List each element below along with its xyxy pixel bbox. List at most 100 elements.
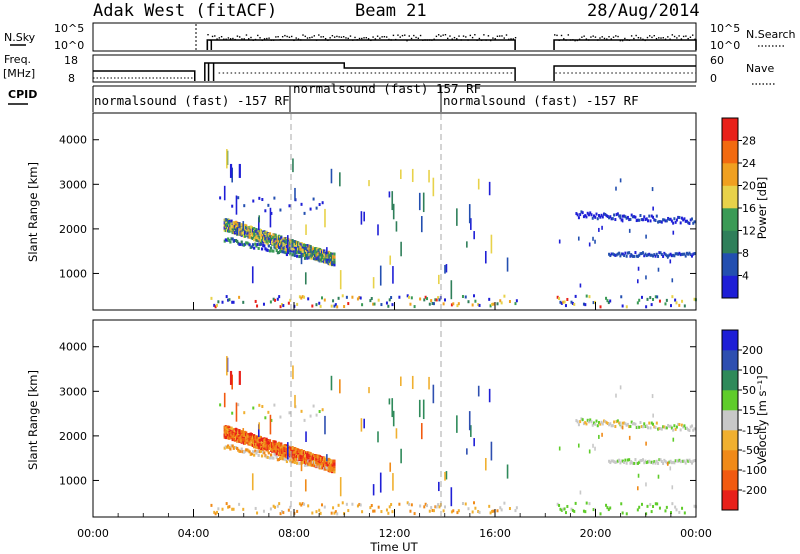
power-cell	[227, 225, 230, 229]
nsearch-point	[480, 39, 483, 41]
velocity-cell	[438, 481, 440, 492]
velocity-cell	[620, 425, 623, 429]
power-cell	[413, 305, 416, 309]
power-cell	[237, 196, 240, 200]
velocity-cell	[431, 508, 434, 512]
power-cell	[303, 243, 307, 247]
velocity-cell	[314, 464, 317, 468]
power-cell	[322, 250, 325, 254]
power-cell	[276, 297, 279, 301]
velocity-cell	[492, 509, 495, 513]
power-cell	[645, 305, 648, 309]
power-cell	[496, 302, 499, 306]
velocity-cell	[408, 502, 411, 506]
nsearch-point	[440, 35, 442, 37]
velocity-cell	[273, 449, 276, 453]
power-cell	[297, 247, 300, 251]
nsearch-point	[286, 35, 288, 38]
power-cell	[420, 216, 423, 233]
power-cell	[288, 247, 291, 251]
velocity-cell	[294, 456, 298, 460]
velocity-cell	[615, 393, 617, 398]
nsky-label: N.Sky	[4, 31, 36, 44]
nsearch-point	[505, 34, 508, 36]
velocity-cell	[305, 454, 308, 458]
power-cell	[411, 168, 414, 183]
power-cell	[247, 231, 250, 235]
velocity-cell	[225, 445, 229, 449]
power-cell	[264, 237, 267, 241]
velocity-cell	[305, 460, 308, 464]
nsearch-point	[428, 39, 431, 41]
velocity-cell	[256, 443, 259, 447]
power-cell	[284, 238, 287, 242]
power-cell	[584, 303, 587, 307]
power-cell	[263, 233, 266, 237]
velocity-cell	[244, 449, 247, 453]
power-cell	[609, 299, 612, 303]
nsearch-point	[259, 37, 261, 39]
velocity-cell	[649, 426, 652, 430]
power-cell	[227, 298, 230, 302]
nsearch-point	[248, 38, 250, 40]
power-cell	[227, 221, 230, 225]
velocity-cell	[641, 458, 644, 462]
velocity-cell	[644, 459, 647, 463]
power-cell	[227, 218, 230, 222]
velocity-cell	[250, 443, 253, 447]
velocity-cell	[263, 437, 266, 441]
velocity-cell	[298, 450, 301, 454]
velocity-cell	[658, 458, 661, 462]
power-cell	[668, 217, 671, 221]
velocity-cell	[284, 452, 287, 456]
power-cell	[279, 249, 282, 253]
power-cell	[257, 233, 260, 237]
nsearch-point	[653, 34, 655, 37]
velocity-cell	[630, 460, 632, 465]
velocity-cell	[267, 440, 270, 444]
velocity-cell	[331, 468, 334, 472]
power-cell	[641, 218, 644, 222]
colorbar-tick-label: 28	[742, 135, 756, 148]
power-cell	[643, 215, 646, 219]
nsearch-point	[374, 38, 377, 40]
power-cell	[336, 305, 339, 309]
nsearch-point	[621, 39, 624, 42]
power-cell	[316, 253, 319, 257]
power-cell	[233, 225, 237, 229]
power-cell	[682, 218, 685, 222]
power-cell	[470, 218, 472, 230]
nsearch-point	[578, 38, 581, 40]
power-cell	[239, 225, 242, 229]
velocity-cell	[238, 434, 241, 438]
power-cell	[314, 250, 317, 254]
velocity-cell	[358, 502, 361, 506]
power-cell	[621, 214, 624, 218]
velocity-cell	[244, 438, 247, 442]
velocity-cell	[316, 463, 319, 467]
velocity-cell	[232, 432, 235, 436]
velocity-cell	[359, 503, 362, 507]
velocity-cell	[318, 508, 321, 512]
power-cell	[265, 248, 268, 252]
power-cell	[279, 305, 282, 309]
velocity-cell	[599, 422, 602, 426]
velocity-cell	[227, 444, 230, 448]
power-cell	[506, 257, 509, 272]
velocity-cell	[670, 461, 673, 465]
nsearch-point	[649, 35, 651, 37]
power-cell	[244, 225, 247, 229]
velocity-cell	[230, 426, 233, 430]
velocity-cell	[293, 457, 296, 461]
velocity-cell	[256, 445, 259, 449]
power-cell	[311, 256, 315, 260]
velocity-cell	[213, 510, 216, 514]
velocity-cell	[329, 468, 333, 472]
nsearch-point	[624, 37, 626, 40]
power-cell	[254, 299, 257, 303]
velocity-cell	[317, 462, 320, 466]
velocity-cell	[297, 454, 300, 458]
velocity-cell	[272, 504, 275, 508]
power-cell	[232, 222, 235, 226]
velocity-cell	[683, 424, 686, 428]
